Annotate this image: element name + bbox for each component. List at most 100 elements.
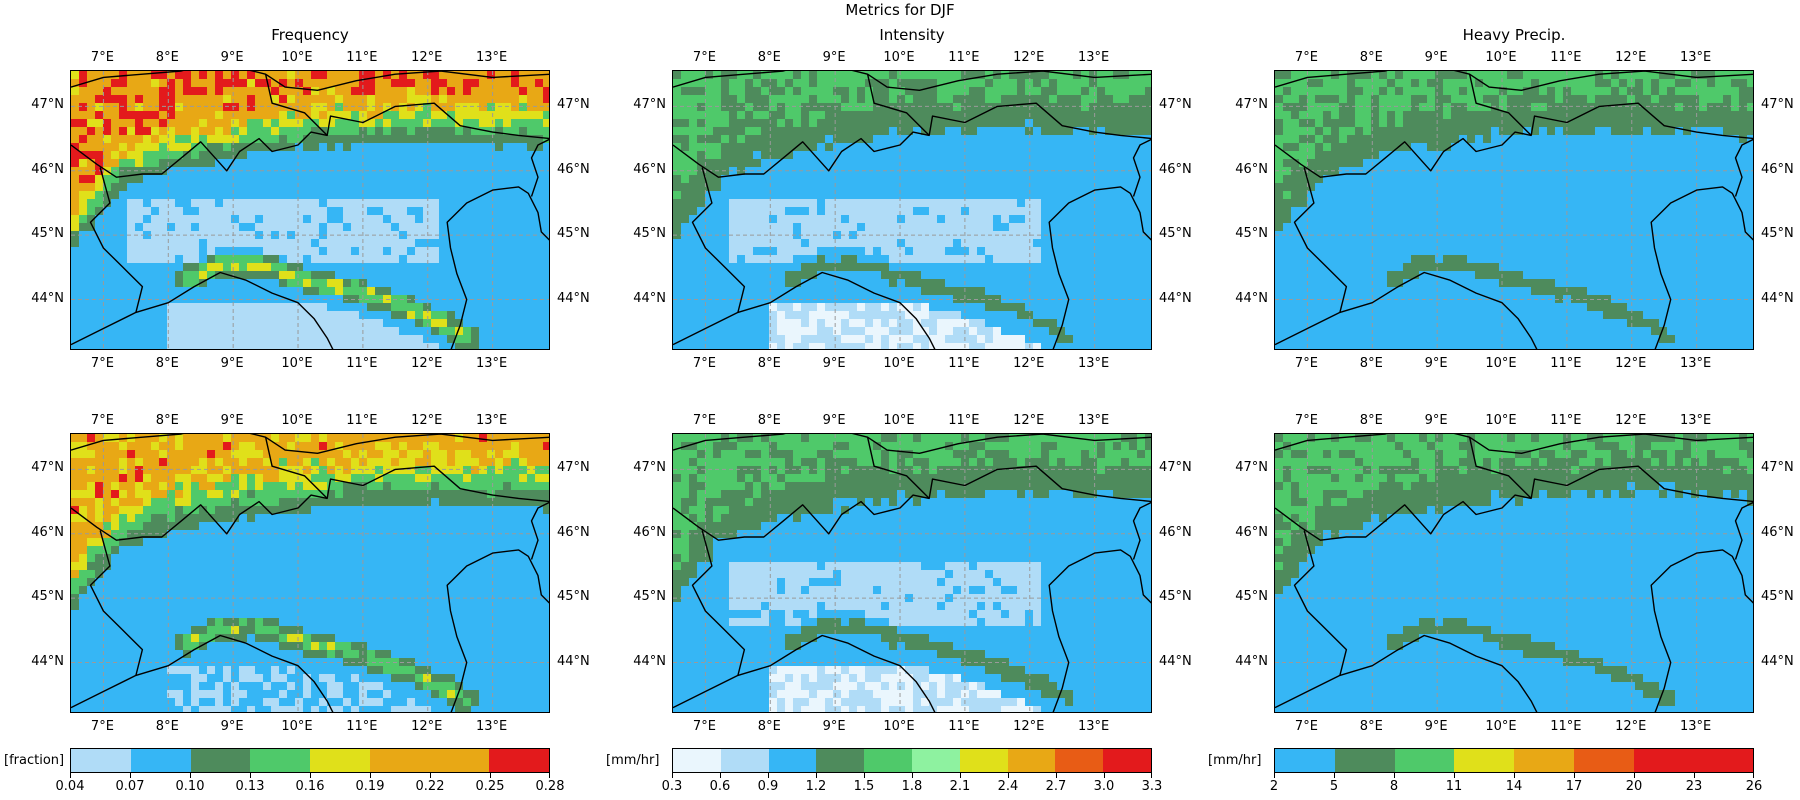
lon-tick-label: 13°E [1679,719,1712,734]
lon-tick-label: 11°E [948,50,980,65]
lat-tick-label: 44°N [557,290,590,306]
lat-tick-label: 44°N [633,653,666,669]
colorbar-tick-label: 23 [1685,779,1703,794]
lon-tick-label: 11°E [1550,413,1582,428]
lon-tick-label: 7°E [90,719,114,734]
colorbar-tick-mark [1574,773,1575,778]
coastlines-and-borders [1275,71,1753,349]
colorbar-segment [959,749,1008,772]
lon-tick-label: 13°E [1077,413,1110,428]
colorbar [70,748,550,773]
lat-tick-label: 45°N [1761,589,1794,605]
lon-tick-label: 10°E [1485,413,1517,428]
colorbar-tick-mark [1056,773,1057,778]
lon-tick-label: 10°E [1485,719,1517,734]
lat-tick-label: 44°N [1761,653,1794,669]
lat-tick-label: 45°N [1159,226,1192,242]
map-panel-heavy-top [1274,70,1754,350]
lat-tick-label: 44°N [31,290,64,306]
colorbar-tick-label: 0.22 [415,779,445,794]
colorbar-tick-mark [1753,773,1754,778]
lat-tick-label: 44°N [557,653,590,669]
colorbar-label: [mm/hr] [1208,753,1262,768]
colorbar-tick-label: 0.19 [355,779,385,794]
lon-tick-label: 13°E [1679,413,1712,428]
lon-tick-label: 9°E [220,719,244,734]
lon-tick-label: 7°E [1294,413,1318,428]
map-panel-heavy-bottom [1274,433,1754,713]
lon-tick-label: 10°E [281,356,313,371]
lat-tick-label: 46°N [31,524,64,540]
precip-field [1275,434,1753,712]
colorbar-tick-mark [1514,773,1515,778]
lon-tick-label: 13°E [1679,356,1712,371]
lat-tick-label: 47°N [31,460,64,476]
lon-tick-label: 9°E [220,413,244,428]
lon-tick-label: 12°E [411,356,443,371]
lat-tick-label: 45°N [1761,226,1794,242]
precip-field [71,71,549,349]
colorbar-tick-label: 0.04 [55,779,85,794]
precip-field [673,434,1151,712]
lat-tick-label: 47°N [1761,460,1794,476]
colorbar-tick-label: 0.28 [535,779,565,794]
colorbar-tick-mark [430,773,431,778]
colorbar [672,748,1152,773]
colorbar-tick-label: 0.3 [661,779,683,794]
lon-tick-label: 9°E [1424,50,1448,65]
map-panel-intensity-top [672,70,1152,350]
colorbar-tick-mark [70,773,71,778]
colorbar-segment [429,749,490,772]
colorbar-tick-label: 2 [1269,779,1279,794]
colorbar-segment [1334,749,1395,772]
colorbar-tick-label: 0.16 [295,779,325,794]
lat-tick-label: 45°N [557,589,590,605]
colorbar-tick-label: 0.10 [175,779,205,794]
colorbar-tick-mark [960,773,961,778]
lat-tick-label: 45°N [557,226,590,242]
lon-tick-label: 10°E [281,413,313,428]
lon-tick-label: 12°E [1013,50,1045,65]
colorbar-segment [130,749,191,772]
lon-tick-label: 11°E [948,356,980,371]
lat-tick-label: 46°N [633,524,666,540]
lat-tick-label: 45°N [31,226,64,242]
colorbar-segment [1007,749,1056,772]
lat-tick-label: 46°N [1761,524,1794,540]
colorbar-tick-mark [1634,773,1635,778]
lon-tick-label: 10°E [883,50,915,65]
coastlines-and-borders [673,434,1151,712]
colorbar-segment [1055,749,1104,772]
lat-tick-label: 45°N [1159,589,1192,605]
lon-tick-label: 7°E [692,413,716,428]
lon-tick-label: 13°E [475,356,508,371]
map-canvas-frequency-bottom [71,434,549,712]
lon-tick-label: 11°E [346,50,378,65]
lat-tick-label: 44°N [633,290,666,306]
lon-tick-label: 9°E [822,356,846,371]
colorbar-tick-mark [310,773,311,778]
colorbar-tick-label: 1.8 [901,779,923,794]
colorbar-segment [369,749,430,772]
coastlines-and-borders [1275,434,1753,712]
colorbar-tick-label: 0.07 [115,779,145,794]
lon-tick-label: 12°E [411,719,443,734]
colorbar-tick-mark [672,773,673,778]
colorbar-tick-label: 17 [1565,779,1583,794]
colorbar-segment [1514,749,1574,772]
lon-tick-label: 11°E [1550,719,1582,734]
colorbar-tick-label: 3.3 [1141,779,1163,794]
column-title-intensity: Intensity [879,26,945,44]
colorbar-tick-mark [370,773,371,778]
colorbar-tick-label: 0.9 [757,779,779,794]
lat-tick-label: 47°N [1235,460,1268,476]
lon-tick-label: 8°E [757,413,781,428]
colorbar-segment [489,749,549,772]
colorbar-tick-mark [1694,773,1695,778]
colorbar-segment [1693,749,1753,772]
lon-tick-label: 10°E [1485,356,1517,371]
coastlines-and-borders [71,434,549,712]
graticule [1275,434,1753,712]
lon-tick-label: 10°E [281,50,313,65]
lon-tick-label: 8°E [1359,50,1383,65]
